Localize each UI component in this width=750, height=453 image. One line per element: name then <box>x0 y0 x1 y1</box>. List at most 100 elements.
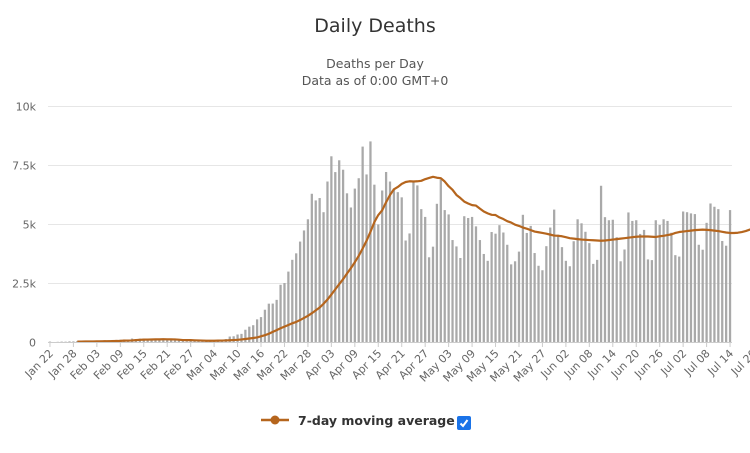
daily-deaths-bar <box>658 224 661 342</box>
daily-deaths-bar <box>619 261 622 342</box>
moving-average-line <box>77 175 750 343</box>
daily-deaths-bar <box>369 141 372 342</box>
daily-deaths-bar <box>580 223 583 342</box>
daily-deaths-bar <box>255 319 259 342</box>
chart-subtitle-line-1: Deaths per Day <box>326 56 424 71</box>
daily-deaths-bar <box>338 160 341 342</box>
daily-deaths-bar <box>424 216 427 342</box>
daily-deaths-bar <box>463 216 466 342</box>
daily-deaths-bar <box>345 193 349 342</box>
daily-deaths-bar <box>486 260 489 342</box>
daily-deaths-bar <box>431 246 435 342</box>
daily-deaths-bar <box>560 247 564 342</box>
daily-deaths-bar <box>408 233 411 342</box>
daily-deaths-bar <box>685 212 689 342</box>
daily-deaths-bar <box>521 214 525 342</box>
daily-deaths-bar <box>529 225 532 342</box>
daily-deaths-bar <box>306 219 310 342</box>
daily-deaths-bar <box>728 210 732 342</box>
daily-deaths-bar <box>68 341 71 342</box>
daily-deaths-bar <box>283 283 286 342</box>
legend-label: 7-day moving average <box>298 412 455 428</box>
daily-deaths-bar <box>396 192 399 342</box>
daily-deaths-bar <box>302 230 306 342</box>
daily-deaths-bar <box>275 299 278 342</box>
daily-deaths-bar <box>701 249 704 342</box>
daily-deaths-bar <box>689 213 693 342</box>
legend-item-moving-average[interactable]: 7-day moving average <box>260 408 455 432</box>
daily-deaths-bar <box>166 339 169 342</box>
daily-deaths-bar <box>322 212 325 342</box>
x-tick-label: Jul 08 <box>681 347 713 379</box>
daily-deaths-bar <box>318 198 321 342</box>
daily-deaths-bar <box>404 240 407 342</box>
daily-deaths-bar <box>361 146 364 342</box>
daily-deaths-bar <box>662 219 665 342</box>
daily-deaths-bar <box>392 188 396 342</box>
daily-deaths-bar <box>502 232 505 342</box>
daily-deaths-bar <box>158 339 161 342</box>
daily-deaths-bar <box>666 220 669 342</box>
daily-deaths-bar <box>150 339 153 342</box>
chart-title: Daily Deaths <box>314 15 436 37</box>
daily-deaths-bar <box>517 251 521 342</box>
daily-deaths-bar <box>564 260 568 342</box>
daily-deaths-bar <box>72 341 75 342</box>
daily-deaths-bar <box>490 232 493 342</box>
daily-deaths-bar <box>670 232 673 342</box>
daily-deaths-bar <box>498 225 501 342</box>
daily-deaths-bar <box>599 185 603 342</box>
daily-deaths-bar <box>646 259 650 342</box>
daily-deaths-bar <box>639 233 642 342</box>
moving-average-checkbox[interactable] <box>457 416 471 430</box>
daily-deaths-bar <box>259 317 263 342</box>
daily-deaths-bar <box>603 217 607 342</box>
daily-deaths-bar <box>451 240 454 342</box>
daily-deaths-bar <box>240 333 243 342</box>
daily-deaths-bar <box>572 241 575 342</box>
y-tick-label: 7.5k <box>12 160 36 173</box>
daily-deaths-bar <box>705 222 708 342</box>
daily-deaths-bar <box>248 326 251 342</box>
daily-deaths-bar <box>197 341 200 342</box>
x-tick-label: Jul 02 <box>658 347 690 379</box>
daily-deaths-bar <box>596 259 599 342</box>
daily-deaths-bar <box>697 244 700 342</box>
legend: 7-day moving average <box>0 408 750 432</box>
daily-deaths-bar <box>635 220 638 342</box>
daily-deaths-bar <box>271 303 274 342</box>
daily-deaths-bar <box>177 340 181 342</box>
daily-deaths-bar <box>631 220 634 342</box>
daily-deaths-bar <box>353 188 356 342</box>
x-tick-label: Jul 14 <box>705 347 737 379</box>
daily-deaths-bar <box>263 309 267 342</box>
daily-deaths-bar <box>420 209 423 342</box>
daily-deaths-bar <box>553 209 556 342</box>
daily-deaths-bar <box>607 220 611 342</box>
daily-deaths-bar <box>181 340 184 342</box>
daily-deaths-bar <box>314 200 317 342</box>
daily-deaths-bar <box>287 271 290 342</box>
daily-deaths-bar <box>349 207 353 342</box>
daily-deaths-bar <box>549 227 552 342</box>
daily-deaths-bar <box>341 169 345 342</box>
daily-deaths-bar <box>439 179 442 342</box>
daily-deaths-bar <box>295 253 298 342</box>
daily-deaths-bar <box>427 257 431 342</box>
daily-deaths-bar <box>627 212 630 342</box>
daily-deaths-bar <box>470 216 474 342</box>
daily-deaths-bar <box>146 339 149 342</box>
daily-deaths-bar <box>713 206 716 342</box>
daily-deaths-bar <box>357 178 360 342</box>
daily-deaths-bar <box>373 184 376 342</box>
moving-average-series <box>77 175 750 343</box>
daily-deaths-bar <box>709 203 712 342</box>
daily-deaths-bar <box>513 261 517 342</box>
daily-deaths-bar <box>494 233 497 342</box>
daily-deaths-bar <box>588 243 591 342</box>
chart-subtitle-line-2: Data as of 0:00 GMT+0 <box>301 73 449 88</box>
y-tick-label: 10k <box>16 101 37 114</box>
daily-deaths-bar <box>576 219 579 342</box>
daily-deaths-bar <box>584 231 587 342</box>
